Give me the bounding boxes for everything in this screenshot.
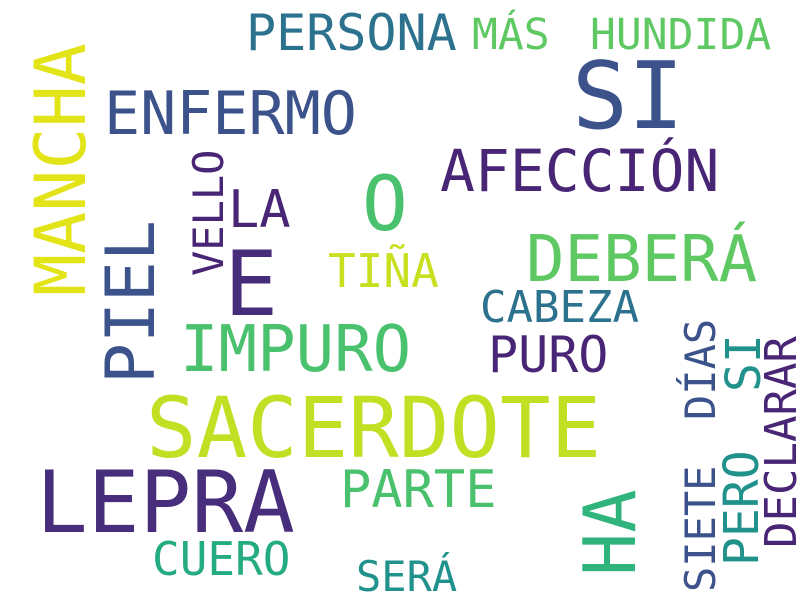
- word-vello: VELLO: [184, 149, 233, 276]
- word-persona: PERSONA: [246, 4, 457, 62]
- word-cuero: CUERO: [152, 532, 291, 586]
- word-sera: SERÁ: [356, 552, 458, 600]
- word-e: E: [224, 232, 279, 337]
- word-piel: PIEL: [92, 220, 171, 384]
- word-tina: TIÑA: [328, 244, 439, 298]
- word-la: LA: [228, 180, 291, 240]
- word-mas: MÁS: [472, 10, 550, 60]
- word-debera: DEBERÁ: [526, 223, 758, 297]
- word-sacerdote: SACERDOTE: [146, 379, 602, 477]
- word-o: O: [362, 159, 408, 248]
- word-si: SI: [572, 42, 684, 150]
- word-puro: PURO: [488, 326, 609, 384]
- word-hundida: HUNDIDA: [590, 10, 772, 60]
- word-declarar: DECLARAR: [756, 336, 800, 548]
- word-parte: PARTE: [340, 460, 497, 520]
- word-mancha: MANCHA: [20, 43, 102, 296]
- word-enfermo: ENFERMO: [104, 79, 357, 149]
- word-afeccion: AFECCIÓN: [440, 137, 720, 205]
- word-impuro: IMPURO: [180, 313, 412, 387]
- word-cabeza: CABEZA: [480, 282, 639, 333]
- word-ha: HA: [568, 489, 652, 576]
- word-lepra: LEPRA: [36, 453, 295, 553]
